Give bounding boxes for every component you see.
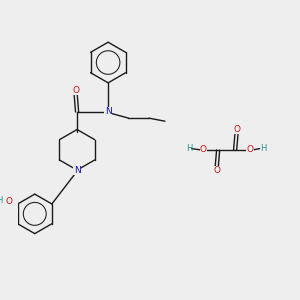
Text: H: H bbox=[186, 143, 192, 152]
Text: O: O bbox=[5, 197, 12, 206]
Text: O: O bbox=[246, 146, 253, 154]
Text: O: O bbox=[233, 125, 240, 134]
Text: H: H bbox=[0, 196, 2, 205]
Text: O: O bbox=[72, 86, 79, 95]
Text: O: O bbox=[200, 146, 207, 154]
Text: N: N bbox=[74, 166, 80, 175]
Text: H: H bbox=[260, 143, 266, 152]
Text: N: N bbox=[105, 107, 112, 116]
Text: O: O bbox=[213, 166, 220, 175]
